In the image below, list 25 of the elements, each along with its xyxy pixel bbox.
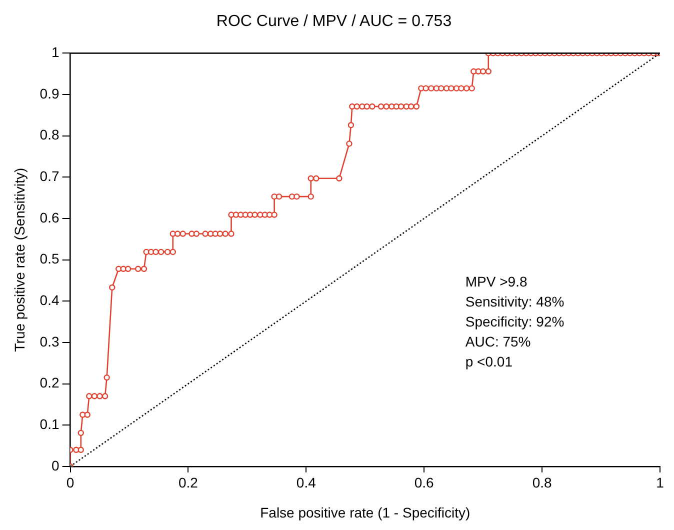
y-tick-label: 0.1 (40, 416, 60, 432)
chart-title: ROC Curve / MPV / AUC = 0.753 (216, 13, 452, 30)
x-axis-title: False positive rate (1 - Specificity) (260, 504, 470, 520)
x-tick-label: 0.6 (414, 474, 434, 491)
y-axis-title: True positive rate (Sensitivity) (11, 168, 28, 352)
annotation: Specificity: 92% (465, 313, 564, 330)
annotation: MPV >9.8 (465, 273, 528, 290)
y-tick-label: 0.2 (40, 374, 60, 391)
y-tick-label: 0.7 (40, 168, 60, 184)
annotation: AUC: 75% (465, 333, 531, 350)
x-tick-label: 0.2 (178, 474, 198, 491)
y-tick-label: 0.8 (40, 126, 60, 143)
x-tick-label: 0.8 (532, 474, 552, 491)
y-tick-label: 0.5 (40, 250, 60, 267)
y-tick-label: 0.6 (40, 209, 60, 226)
y-tick-label: 0.4 (40, 292, 60, 308)
x-tick-label: 0 (66, 474, 74, 491)
y-tick-label: 1 (51, 44, 60, 60)
y-tick-label: 0 (51, 457, 60, 474)
y-tick-label: 0.3 (40, 333, 60, 350)
annotation: Sensitivity: 48% (465, 293, 564, 310)
x-tick-label: 0.4 (296, 474, 316, 491)
annotation: p <0.01 (465, 353, 513, 370)
y-tick-label: 0.9 (40, 85, 60, 102)
x-tick-label: 1 (656, 474, 664, 491)
